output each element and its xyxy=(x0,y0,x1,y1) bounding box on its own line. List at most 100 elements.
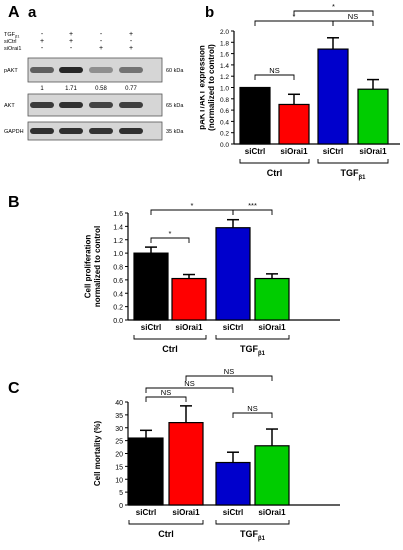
blot-quant-value: 0.58 xyxy=(95,86,107,92)
blot-band-label: pAKT xyxy=(4,68,18,74)
blot-sign: + xyxy=(40,38,44,45)
blot-quant-value: 0.77 xyxy=(125,86,137,92)
group-label: TGFβ1 xyxy=(240,529,266,542)
significance-bracket xyxy=(145,396,187,402)
significance-bracket xyxy=(150,237,190,243)
blot-band xyxy=(59,128,83,134)
significance-label: * xyxy=(169,229,172,238)
y-tick-label: 0.8 xyxy=(113,265,123,272)
group-bracket xyxy=(239,159,310,164)
category-label: siOrai1 xyxy=(172,508,200,517)
group-bracket xyxy=(133,335,207,340)
blot-band xyxy=(30,102,54,108)
bar xyxy=(171,277,207,321)
significance-bracket xyxy=(232,412,273,418)
blot-band xyxy=(119,67,143,73)
significance-bracket xyxy=(254,20,334,26)
panel-letter-c: C xyxy=(8,380,20,397)
y-tick-label: 0.2 xyxy=(113,305,123,312)
bar xyxy=(254,445,290,506)
blot-band xyxy=(89,67,113,73)
blot-kda-label: 65 kDa xyxy=(166,103,184,109)
western-blot: TGFβ1 siCtrl siOrai1 - + - ++ + - -- - + + pAKT 60… xyxy=(4,31,184,141)
bar xyxy=(278,103,310,145)
significance-bracket xyxy=(254,74,295,80)
group-label: Ctrl xyxy=(158,529,174,539)
category-label: siOrai1 xyxy=(359,147,387,156)
group-bracket xyxy=(128,520,204,525)
significance-bracket xyxy=(232,209,273,215)
blot-row-label-tgf: TGFβ1 xyxy=(4,32,20,39)
y-tick-label: 35 xyxy=(115,413,123,420)
y-tick-label: 2.0 xyxy=(220,29,229,36)
y-tick-label: 1.4 xyxy=(113,224,123,231)
y-tick-label: 1.2 xyxy=(113,238,123,245)
chart-cell-proliferation: 0.0 0.2 0.4 0.6 0.8 1.0 1.2 1.4 1.6 Cell prolifer… xyxy=(84,201,340,357)
bar xyxy=(239,86,271,145)
y-tick-label: 0.6 xyxy=(113,278,123,285)
blot-sign: - xyxy=(70,45,73,52)
blot-band xyxy=(59,67,83,73)
bar xyxy=(168,421,204,506)
y-tick-label: 25 xyxy=(115,439,123,446)
y-tick-label: 1.0 xyxy=(220,86,229,93)
y-tick-label: 0.4 xyxy=(113,291,123,298)
blot-sign: - xyxy=(130,38,133,45)
y-tick-label: 20 xyxy=(115,452,123,459)
bar xyxy=(215,227,251,321)
blot-sign: - xyxy=(41,45,44,52)
y-tick-label: 5 xyxy=(119,490,123,497)
blot-row-label-siorai1: siOrai1 xyxy=(4,46,21,52)
category-label: siCtrl xyxy=(136,508,156,517)
category-label: siOrai1 xyxy=(258,508,286,517)
y-tick-label: 0.4 xyxy=(220,119,229,126)
blot-band xyxy=(59,102,83,108)
significance-label: NS xyxy=(224,367,234,376)
category-label: siCtrl xyxy=(223,323,243,332)
significance-label: NS xyxy=(247,404,257,413)
significance-label: NS xyxy=(269,66,279,75)
significance-bracket xyxy=(145,387,234,393)
y-tick-label: 1.6 xyxy=(220,52,229,59)
group-label: TGFβ1 xyxy=(341,168,367,181)
y-tick-label: 30 xyxy=(115,426,123,433)
significance-label: * xyxy=(191,201,194,210)
blot-row-label-sictrl: siCtrl xyxy=(4,39,17,45)
blot-sign: + xyxy=(129,31,133,38)
group-bracket xyxy=(317,159,389,164)
blot-quant-value: 1.71 xyxy=(65,86,77,92)
blot-band xyxy=(89,102,113,108)
category-label: siCtrl xyxy=(223,508,243,517)
y-tick-label: 0.2 xyxy=(220,131,229,138)
blot-band-label: GAPDH xyxy=(4,129,24,135)
blot-band xyxy=(119,128,143,134)
y-tick-label: 1.6 xyxy=(113,211,123,218)
blot-kda-label: 35 kDa xyxy=(166,129,184,135)
y-tick-label: 0 xyxy=(119,503,123,510)
significance-bracket xyxy=(293,10,374,16)
panel-letter-a-main: A xyxy=(8,4,20,21)
group-label: Ctrl xyxy=(267,168,283,178)
panel-letter-b-sub: b xyxy=(205,4,215,21)
blot-sign: + xyxy=(69,31,73,38)
bar xyxy=(215,461,251,506)
blot-band xyxy=(30,67,54,73)
bar xyxy=(128,437,164,506)
significance-bracket xyxy=(332,20,374,26)
significance-label: NS xyxy=(184,379,194,388)
y-tick-label: 15 xyxy=(115,464,123,471)
bar xyxy=(357,88,389,145)
significance-label: NS xyxy=(348,12,358,21)
group-label: TGFβ1 xyxy=(240,344,266,357)
y-tick-label: 1.0 xyxy=(113,251,123,258)
category-label: siOrai1 xyxy=(175,323,203,332)
blot-quant-value: 1 xyxy=(40,86,44,92)
group-bracket xyxy=(215,335,290,340)
category-label: siCtrl xyxy=(245,147,265,156)
blot-band-label: AKT xyxy=(4,103,15,109)
group-bracket xyxy=(215,520,290,525)
y-tick-label: 0.8 xyxy=(220,97,229,104)
category-label: siCtrl xyxy=(141,323,161,332)
bar xyxy=(133,252,169,321)
group-label: Ctrl xyxy=(162,344,178,354)
